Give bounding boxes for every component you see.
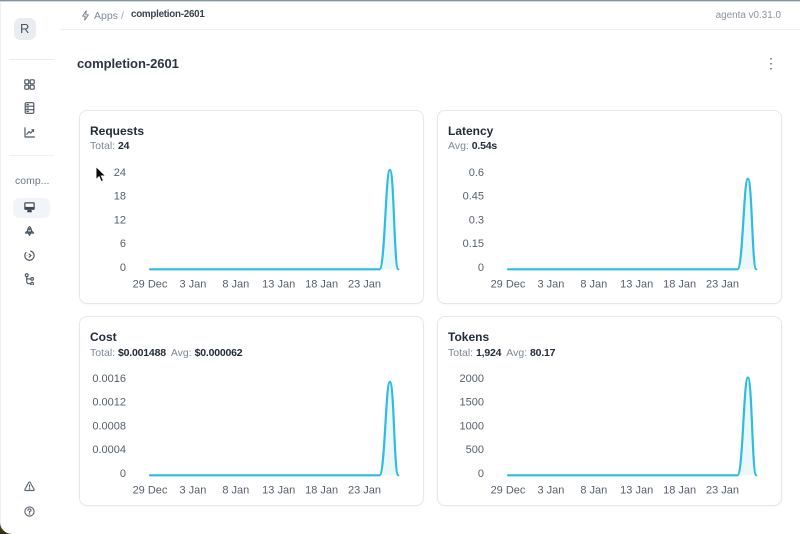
svg-text:1500: 1500	[460, 397, 484, 409]
svg-text:18: 18	[114, 190, 126, 202]
svg-text:13 Jan: 13 Jan	[262, 278, 295, 290]
svg-text:0: 0	[478, 468, 484, 480]
svg-text:23 Jan: 23 Jan	[706, 278, 739, 290]
svg-text:6: 6	[120, 238, 126, 250]
svg-text:0.0016: 0.0016	[92, 373, 126, 385]
svg-text:29 Dec: 29 Dec	[133, 485, 168, 497]
svg-text:18 Jan: 18 Jan	[305, 485, 338, 497]
svg-text:8 Jan: 8 Jan	[222, 278, 249, 290]
svg-text:3 Jan: 3 Jan	[179, 278, 206, 290]
svg-text:8 Jan: 8 Jan	[222, 485, 249, 497]
svg-text:0: 0	[478, 262, 484, 274]
svg-text:500: 500	[466, 444, 484, 456]
svg-text:18 Jan: 18 Jan	[663, 485, 696, 497]
svg-text:0: 0	[120, 262, 126, 274]
svg-text:13 Jan: 13 Jan	[620, 278, 653, 290]
svg-text:2000: 2000	[460, 373, 484, 385]
svg-text:29 Dec: 29 Dec	[491, 485, 526, 497]
svg-text:13 Jan: 13 Jan	[262, 485, 295, 497]
svg-text:3 Jan: 3 Jan	[179, 485, 206, 497]
svg-text:0: 0	[120, 468, 126, 480]
svg-text:18 Jan: 18 Jan	[663, 278, 696, 290]
svg-text:24: 24	[114, 166, 126, 178]
svg-text:0.0008: 0.0008	[92, 420, 126, 432]
svg-text:8 Jan: 8 Jan	[580, 278, 607, 290]
svg-text:3 Jan: 3 Jan	[537, 485, 564, 497]
svg-text:23 Jan: 23 Jan	[348, 278, 381, 290]
svg-text:23 Jan: 23 Jan	[348, 485, 381, 497]
svg-text:0.6: 0.6	[469, 166, 484, 178]
svg-text:29 Dec: 29 Dec	[491, 278, 526, 290]
svg-text:0.0004: 0.0004	[92, 444, 126, 456]
svg-text:1000: 1000	[460, 420, 484, 432]
svg-text:3 Jan: 3 Jan	[537, 278, 564, 290]
svg-text:13 Jan: 13 Jan	[620, 485, 653, 497]
svg-text:0.0012: 0.0012	[92, 397, 126, 409]
svg-text:0.3: 0.3	[469, 214, 484, 226]
svg-text:0.15: 0.15	[463, 238, 484, 250]
svg-text:18 Jan: 18 Jan	[305, 278, 338, 290]
svg-text:8 Jan: 8 Jan	[580, 485, 607, 497]
svg-text:29 Dec: 29 Dec	[133, 278, 168, 290]
svg-text:0.45: 0.45	[463, 190, 484, 202]
svg-text:12: 12	[114, 214, 126, 226]
svg-text:23 Jan: 23 Jan	[706, 485, 739, 497]
